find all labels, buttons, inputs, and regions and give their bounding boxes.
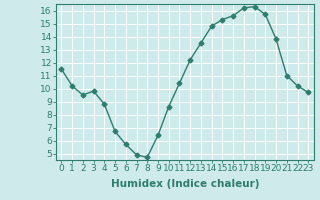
- X-axis label: Humidex (Indice chaleur): Humidex (Indice chaleur): [110, 179, 259, 189]
